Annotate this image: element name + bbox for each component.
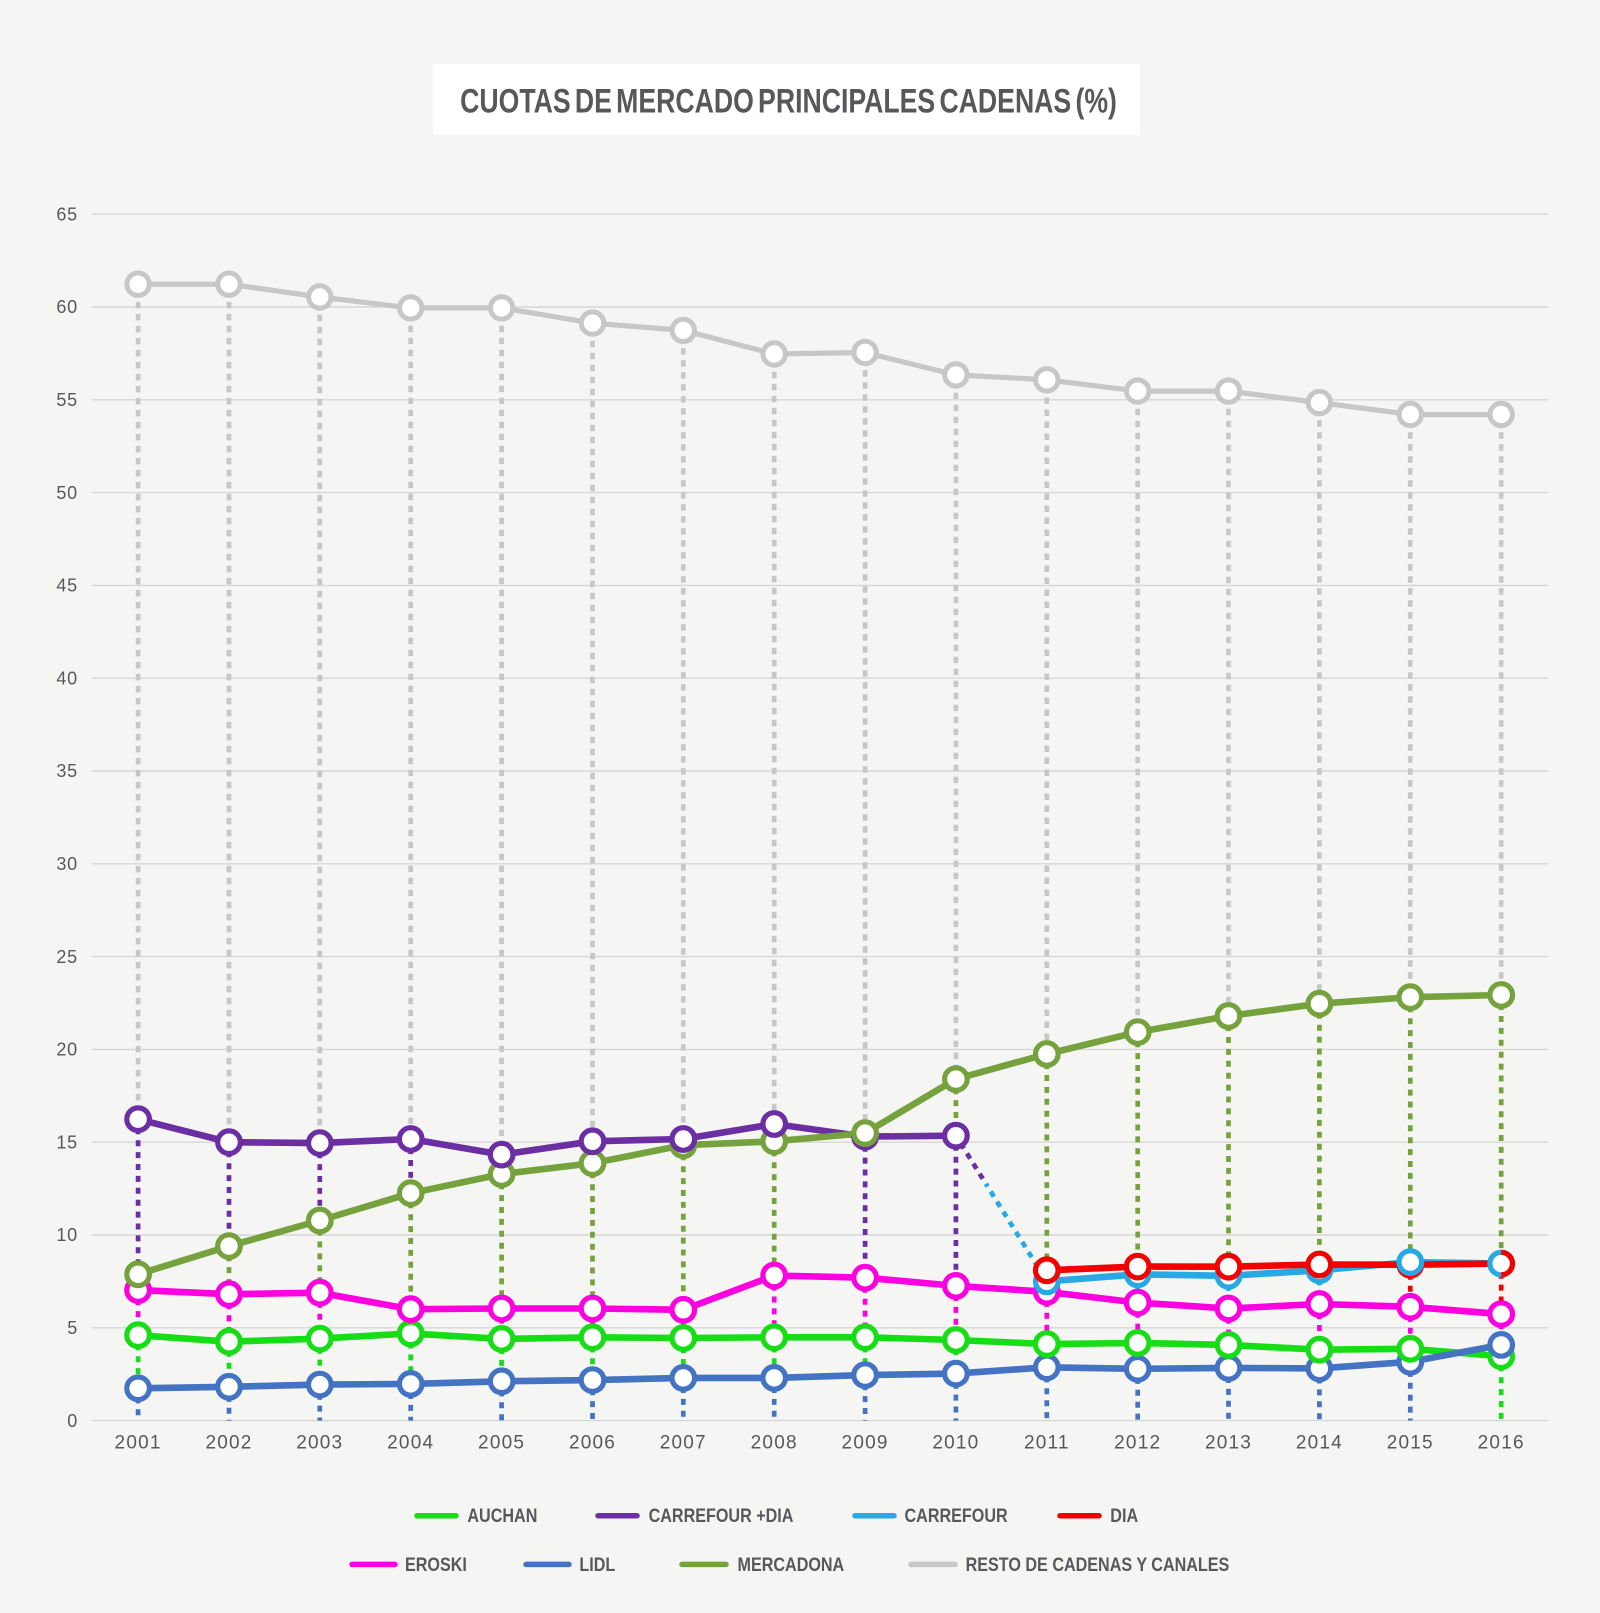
svg-text:2001: 2001 bbox=[115, 1433, 162, 1454]
svg-text:25: 25 bbox=[56, 947, 78, 967]
svg-text:50: 50 bbox=[56, 483, 78, 503]
svg-text:MERCADONA: MERCADONA bbox=[738, 1554, 845, 1576]
svg-text:CARREFOUR +DIA: CARREFOUR +DIA bbox=[649, 1505, 794, 1527]
svg-text:0: 0 bbox=[67, 1411, 78, 1431]
svg-text:2015: 2015 bbox=[1387, 1433, 1434, 1454]
svg-text:EROSKI: EROSKI bbox=[405, 1554, 467, 1576]
svg-text:2016: 2016 bbox=[1478, 1433, 1525, 1454]
svg-text:2011: 2011 bbox=[1024, 1433, 1070, 1454]
svg-text:RESTO DE CADENAS Y CANALES: RESTO DE CADENAS Y CANALES bbox=[966, 1554, 1230, 1576]
svg-text:2004: 2004 bbox=[387, 1433, 434, 1454]
svg-text:20: 20 bbox=[56, 1040, 78, 1060]
svg-text:2014: 2014 bbox=[1296, 1433, 1343, 1454]
svg-text:35: 35 bbox=[56, 761, 78, 781]
svg-text:CARREFOUR: CARREFOUR bbox=[905, 1505, 1008, 1527]
svg-text:30: 30 bbox=[56, 854, 78, 874]
svg-text:2008: 2008 bbox=[751, 1433, 798, 1454]
svg-text:65: 65 bbox=[56, 204, 78, 224]
svg-text:55: 55 bbox=[56, 390, 78, 410]
svg-text:2012: 2012 bbox=[1114, 1433, 1161, 1454]
svg-text:40: 40 bbox=[56, 668, 78, 688]
svg-text:2007: 2007 bbox=[660, 1433, 707, 1454]
svg-text:2006: 2006 bbox=[569, 1433, 616, 1454]
svg-text:CUOTAS DE MERCADO PRINCIPALES: CUOTAS DE MERCADO PRINCIPALES CADENAS (%… bbox=[460, 83, 1117, 121]
svg-text:LIDL: LIDL bbox=[579, 1554, 615, 1576]
svg-text:2010: 2010 bbox=[932, 1433, 979, 1454]
svg-text:10: 10 bbox=[56, 1225, 78, 1245]
svg-text:2013: 2013 bbox=[1205, 1433, 1252, 1454]
svg-text:2003: 2003 bbox=[296, 1433, 343, 1454]
svg-text:2009: 2009 bbox=[842, 1433, 889, 1454]
svg-text:AUCHAN: AUCHAN bbox=[467, 1505, 537, 1527]
svg-text:2002: 2002 bbox=[205, 1433, 252, 1454]
svg-text:2005: 2005 bbox=[478, 1433, 525, 1454]
svg-text:60: 60 bbox=[56, 297, 78, 317]
svg-text:15: 15 bbox=[56, 1132, 78, 1152]
svg-text:5: 5 bbox=[67, 1318, 78, 1338]
svg-text:DIA: DIA bbox=[1110, 1505, 1138, 1527]
svg-text:45: 45 bbox=[56, 576, 78, 596]
